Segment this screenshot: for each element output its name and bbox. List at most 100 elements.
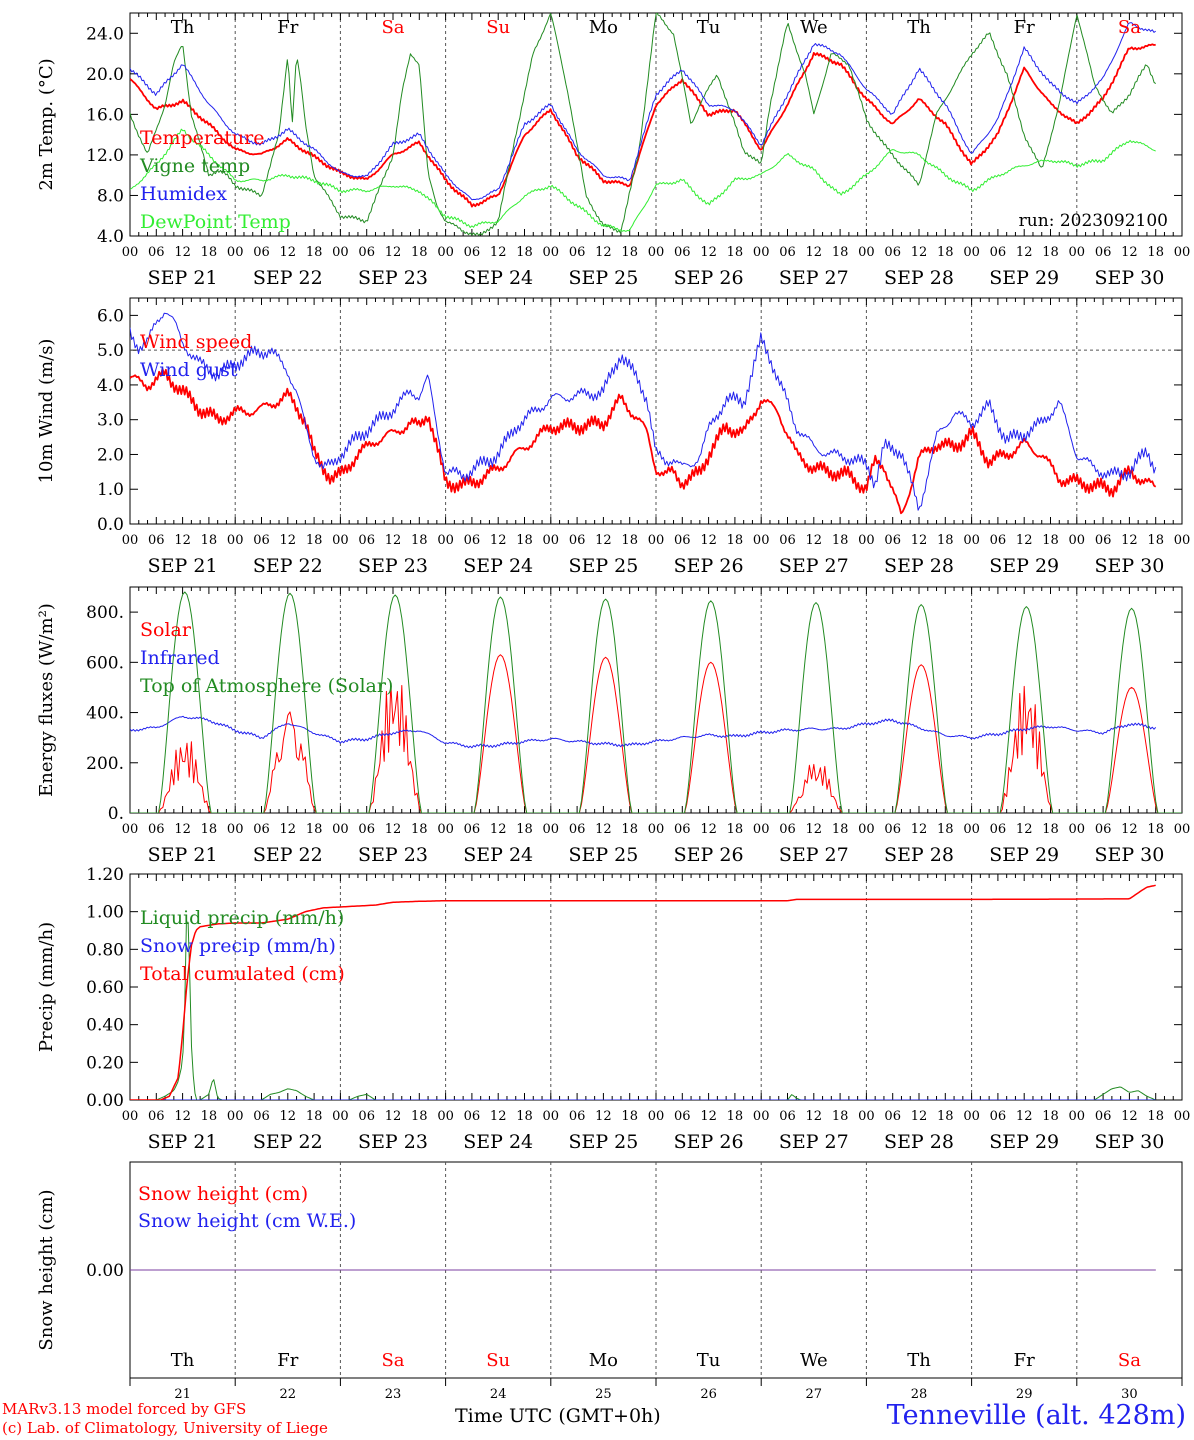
- temperature-date-label: SEP 21: [148, 267, 218, 289]
- wind-hour-label: 06: [148, 533, 165, 548]
- energy-date-label: SEP 29: [989, 844, 1059, 866]
- temperature-ytick-label: 16.0: [86, 105, 124, 125]
- temperature-date-label: SEP 25: [568, 267, 638, 289]
- precip-hour-label: 12: [911, 1109, 928, 1124]
- precip-hour-label: 00: [122, 1109, 139, 1124]
- temperature-hour-label: 06: [148, 245, 165, 260]
- precip-hour-label: 12: [174, 1109, 191, 1124]
- temperature-hour-label: 06: [464, 245, 481, 260]
- temperature-hour-label: 00: [858, 245, 875, 260]
- temperature-hour-label: 06: [674, 245, 691, 260]
- wind-hour-label: 18: [832, 533, 849, 548]
- temperature-series-humidex: [130, 22, 1157, 201]
- snow-weekday-label: Mo: [589, 1350, 618, 1371]
- wind-hour-label: 12: [1016, 533, 1033, 548]
- temperature-legend-entry: DewPoint Temp: [140, 211, 291, 233]
- energy-ytick-label: 400.: [86, 704, 124, 724]
- precip-date-label: SEP 21: [148, 1131, 218, 1153]
- energy-hour-label: 12: [280, 822, 297, 837]
- wind-date-label: SEP 22: [253, 555, 323, 577]
- wind-hour-label: 18: [1042, 533, 1059, 548]
- precip-hour-label: 18: [1147, 1109, 1164, 1124]
- energy-hour-label: 06: [358, 822, 375, 837]
- wind-hour-label: 12: [280, 533, 297, 548]
- energy-hour-label: 12: [806, 822, 823, 837]
- temperature-hour-label: 06: [253, 245, 270, 260]
- wind-date-label: SEP 21: [148, 555, 218, 577]
- energy-hour-label: 12: [700, 822, 717, 837]
- energy-hour-label: 18: [411, 822, 428, 837]
- energy-hour-label: 18: [727, 822, 744, 837]
- wind-hour-label: 18: [621, 533, 638, 548]
- wind-hour-label: 06: [253, 533, 270, 548]
- energy-hour-label: 18: [1042, 822, 1059, 837]
- precip-date-label: SEP 27: [779, 1131, 849, 1153]
- snow-day-number: 24: [490, 1387, 507, 1402]
- wind-ytick-label: 6.0: [97, 306, 124, 326]
- temperature-date-label: SEP 29: [989, 267, 1059, 289]
- wind-date-label: SEP 24: [463, 555, 533, 577]
- energy-hour-label: 12: [595, 822, 612, 837]
- precip-ylabel: Precip (mm/h): [36, 922, 57, 1052]
- energy-date-label: SEP 27: [779, 844, 849, 866]
- weekday-label: Tu: [697, 17, 721, 38]
- wind-ytick-label: 0.0: [97, 515, 124, 535]
- energy-hour-label: 06: [779, 822, 796, 837]
- energy-hour-label: 00: [753, 822, 770, 837]
- wind-hour-label: 12: [806, 533, 823, 548]
- wind-date-label: SEP 23: [358, 555, 428, 577]
- snow-day-number: 29: [1016, 1387, 1033, 1402]
- wind-hour-label: 06: [674, 533, 691, 548]
- wind-legend-entry: Wind gust: [140, 359, 238, 381]
- precip-hour-label: 18: [621, 1109, 638, 1124]
- temperature-hour-label: 12: [280, 245, 297, 260]
- energy-hour-label: 18: [306, 822, 323, 837]
- energy-ytick-label: 600.: [86, 653, 124, 673]
- temperature-ytick-label: 20.0: [86, 65, 124, 85]
- wind-hour-label: 18: [1147, 533, 1164, 548]
- precip-hour-label: 06: [990, 1109, 1007, 1124]
- wind-hour-label: 06: [779, 533, 796, 548]
- precip-legend-entry: Liquid precip (mm/h): [140, 907, 344, 929]
- temperature-hour-label: 18: [201, 245, 218, 260]
- temperature-hour-label: 12: [911, 245, 928, 260]
- temperature-hour-label: 18: [1147, 245, 1164, 260]
- energy-date-label: SEP 28: [884, 844, 954, 866]
- temperature-date-label: SEP 22: [253, 267, 323, 289]
- energy-hour-label: 18: [516, 822, 533, 837]
- snow-ytick-label: 0.00: [86, 1261, 124, 1281]
- energy-hour-label: 00: [543, 822, 560, 837]
- energy-legend-entry: Solar: [140, 619, 192, 641]
- weekday-label: We: [800, 17, 828, 38]
- wind-hour-label: 00: [858, 533, 875, 548]
- precip-hour-label: 12: [1016, 1109, 1033, 1124]
- precip-hour-label: 00: [858, 1109, 875, 1124]
- energy-date-label: SEP 30: [1094, 844, 1164, 866]
- snow-day-number: 26: [700, 1387, 717, 1402]
- precip-hour-label: 12: [700, 1109, 717, 1124]
- precip-hour-label: 06: [464, 1109, 481, 1124]
- wind-hour-label: 12: [174, 533, 191, 548]
- snow-day-number: 21: [174, 1387, 191, 1402]
- precip-hour-label: 00: [1069, 1109, 1086, 1124]
- temperature-hour-label: 06: [569, 245, 586, 260]
- snow-weekday-label: Fr: [277, 1350, 298, 1371]
- precip-hour-label: 00: [648, 1109, 665, 1124]
- wind-hour-label: 06: [990, 533, 1007, 548]
- temperature-series-dewpoint-temp: [130, 128, 1156, 232]
- energy-hour-label: 00: [963, 822, 980, 837]
- energy-hour-label: 18: [621, 822, 638, 837]
- wind-hour-label: 18: [727, 533, 744, 548]
- weekday-label: Mo: [589, 17, 618, 38]
- precip-hour-label: 18: [411, 1109, 428, 1124]
- precip-ytick-label: 0.80: [86, 940, 124, 960]
- precip-hour-label: 12: [1121, 1109, 1138, 1124]
- precip-hour-label: 18: [832, 1109, 849, 1124]
- temperature-series-temperature: [130, 43, 1156, 208]
- weekday-label: Sa: [1118, 17, 1141, 38]
- wind-panel: [129, 297, 1183, 525]
- precip-hour-label: 12: [280, 1109, 297, 1124]
- temperature-hour-label: 12: [595, 245, 612, 260]
- temperature-hour-label: 00: [332, 245, 349, 260]
- wind-date-label: SEP 27: [779, 555, 849, 577]
